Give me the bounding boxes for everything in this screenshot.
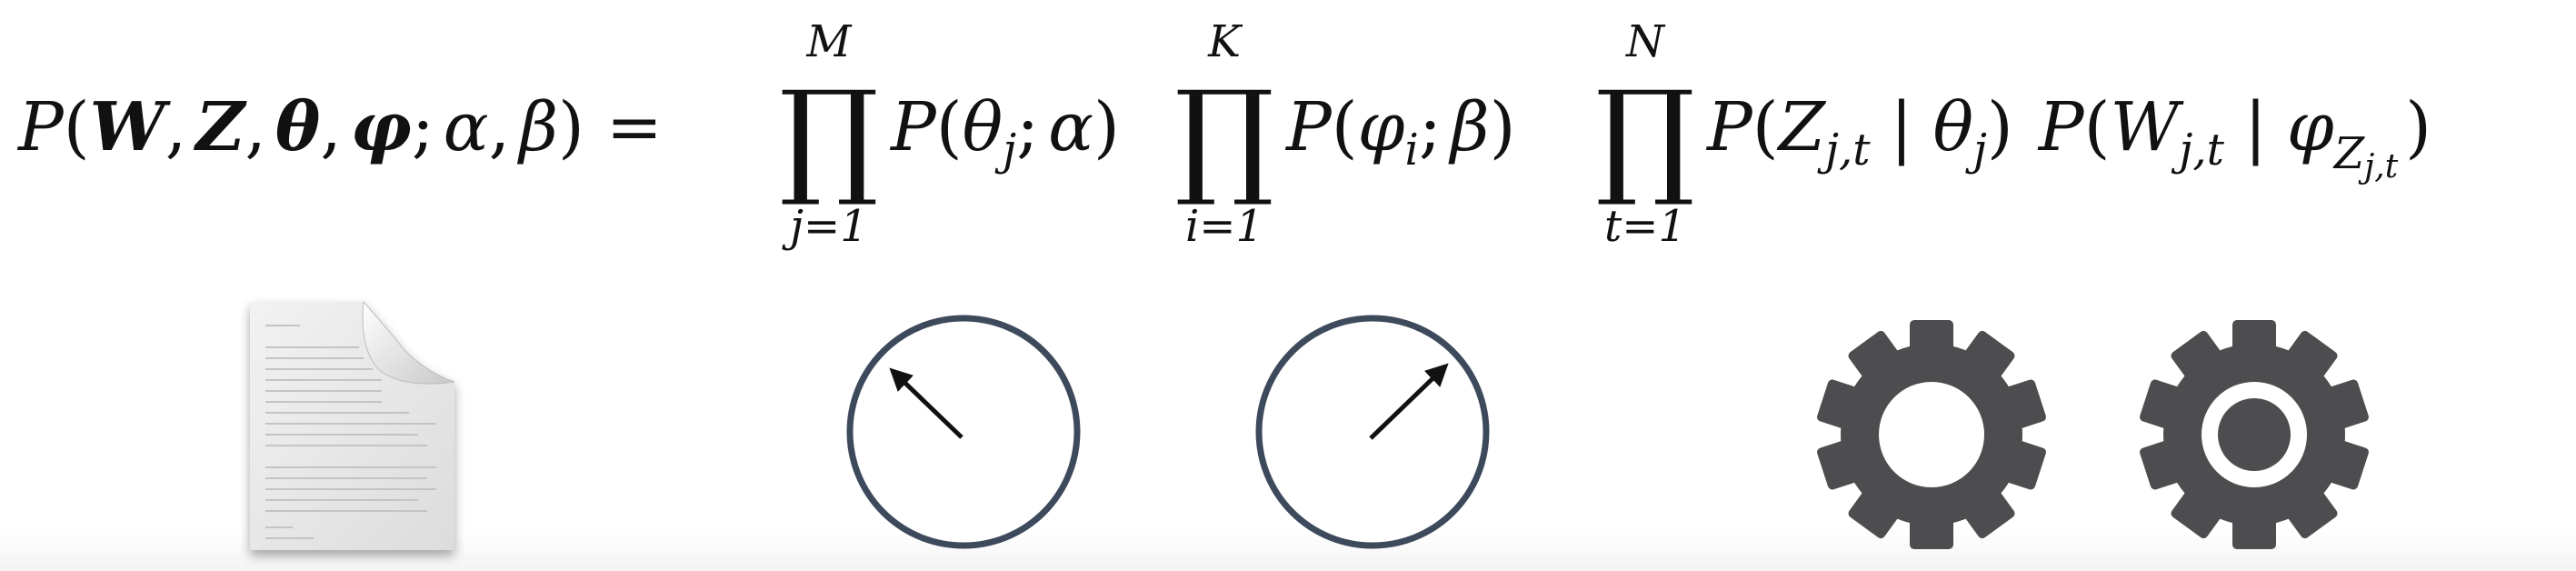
- product-1-upper-limit: M: [805, 16, 853, 67]
- formula-lhs-P: P: [16, 88, 65, 166]
- svg-text:P(W,Z,θ,φ;α,β)=: P(W, Z, θ, φ; α, β) =: [16, 88, 663, 166]
- formula-lhs-close-paren: ): [558, 88, 584, 166]
- product-2-term-beta: β: [1448, 88, 1490, 166]
- product-2-term-phi: φ: [1358, 88, 1405, 166]
- product-3-term-2-phi-subscript: Z: [2332, 128, 2366, 179]
- product-1-term-open-paren: (: [936, 88, 963, 166]
- formula-lhs-comma: ,: [245, 88, 266, 166]
- formula-lhs-alpha: α: [444, 88, 489, 166]
- product-2-symbol: ∏: [1174, 64, 1274, 210]
- product-3-term-2-P: P: [2037, 88, 2085, 166]
- gear-icon: [1817, 320, 2046, 549]
- product-3-term-2-W-subscript: j,t: [2172, 125, 2225, 175]
- formula-lhs-open-paren: (: [64, 88, 90, 166]
- product-1-term-alpha: α: [1048, 88, 1093, 166]
- dial-arrow-left-icon: [846, 315, 1081, 549]
- formula-lhs-theta: θ: [275, 88, 321, 166]
- product-3-term-1-Z-subscript: j,t: [1817, 125, 1871, 175]
- formula-equals-sign: =: [606, 88, 663, 166]
- formula-lhs-beta: β: [516, 88, 558, 166]
- product-1-term-theta: θ: [963, 88, 1003, 166]
- product-3-term-1-given-bar: |: [1891, 88, 1913, 166]
- product-3-term-1-Z: Z: [1777, 88, 1827, 166]
- product-2-term-P: P: [1284, 88, 1333, 166]
- product-1-term-semicolon: ;: [1016, 88, 1039, 166]
- product-3-term-2-phi-subsubscript: j,t: [2358, 148, 2399, 185]
- product-1-lower-limit: j=1: [782, 201, 868, 252]
- svg-text:P(θj;α): P(θj; α): [889, 88, 1120, 175]
- dial-arrow-right-icon: [1255, 315, 1490, 549]
- formula-lhs-comma: ,: [165, 88, 187, 166]
- product-1-symbol: ∏: [779, 64, 879, 210]
- product-1-term-close-paren: ): [1093, 88, 1120, 166]
- formula-lhs-Z: Z: [193, 88, 247, 166]
- product-3-term-2-W: W: [2110, 88, 2184, 166]
- svg-text:P(Zj,t|θj)P(Wj,t|φZj,t): P(Zj,t | θj) P(Wj,t | φZj,t): [1705, 88, 2431, 185]
- document-icon: [250, 300, 455, 550]
- lda-joint-probability-formula: P(W, Z, θ, φ; α, β) = M ∏ j=1 P(θj; α) K ∏ i=1 …: [16, 16, 2431, 252]
- product-3-term-2-given-bar: |: [2244, 88, 2267, 166]
- product-3-term-1-open-paren: (: [1752, 88, 1779, 166]
- product-3-lower-limit: t=1: [1604, 201, 1686, 252]
- product-2-term-subscript: i: [1405, 125, 1419, 175]
- formula-lhs-comma: ,: [320, 88, 342, 166]
- product-2-upper-limit: K: [1207, 16, 1243, 67]
- product-3-term-2-open-paren: (: [2084, 88, 2111, 166]
- product-2-term-semicolon: ;: [1419, 88, 1442, 166]
- formula-lhs-W: W: [90, 88, 172, 166]
- product-3-term-2-close-paren: ): [2405, 88, 2431, 166]
- product-3-symbol: ∏: [1595, 64, 1695, 210]
- formula-lhs-phi: φ: [351, 88, 412, 166]
- icon-row: [250, 300, 2369, 550]
- product-3-term-1-close-paren: ): [1987, 88, 2013, 166]
- product-1-term-P: P: [889, 88, 937, 166]
- product-3-term-1-theta: θ: [1932, 88, 1973, 166]
- product-2-lower-limit: i=1: [1185, 201, 1263, 252]
- product-3-upper-limit: N: [1625, 16, 1666, 67]
- product-2-term-close-paren: ): [1490, 88, 1516, 166]
- product-2-term-open-paren: (: [1332, 88, 1358, 166]
- svg-text:P(φi;β): P(φi; β): [1284, 88, 1515, 175]
- formula-lhs-comma: ,: [489, 88, 511, 166]
- gear-with-dot-icon: [2140, 320, 2369, 549]
- product-3-term-2-phi: φ: [2287, 88, 2334, 166]
- formula-lhs-semicolon: ;: [412, 88, 434, 166]
- product-3-term-1-P: P: [1705, 88, 1753, 166]
